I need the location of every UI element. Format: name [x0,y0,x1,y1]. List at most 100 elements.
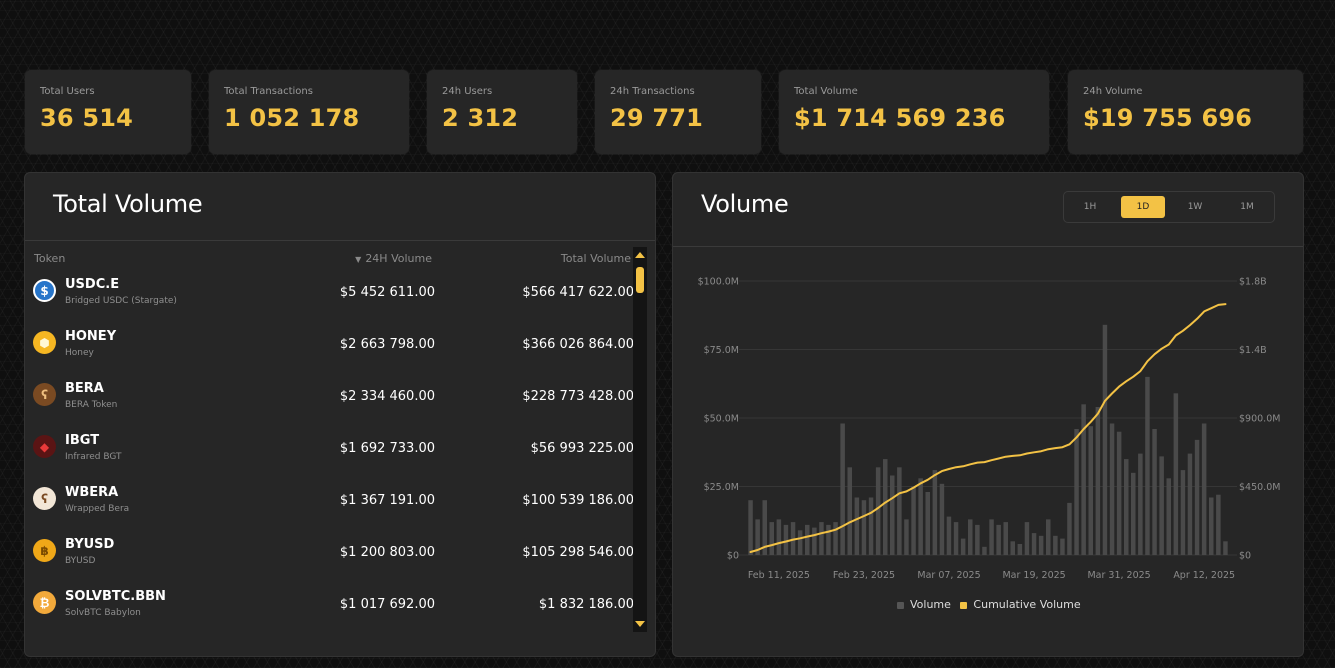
volume-bar [769,522,774,555]
column-header-label: 24H Volume [365,252,432,265]
volume-bar [989,519,994,555]
sort-chevron-icon: ▼ [355,255,362,264]
volume-bar [1010,541,1015,555]
legend-label: Cumulative Volume [973,598,1081,611]
column-header-total-volume[interactable]: Total Volume [560,252,631,265]
volume-bar [960,538,966,555]
scrollbar-thumb[interactable] [636,267,644,293]
table-scrollbar[interactable] [633,247,647,632]
table-row[interactable]: ₿ SOLVBTC.BBN SolvBTC Babylon $1 017 692… [25,583,637,635]
volume-bar [861,500,867,555]
y-left-tick-label: $100.0M [698,277,739,288]
bera-icon: ʕ [33,383,56,406]
table-row[interactable]: ฿ BYUSD BYUSD $1 200 803.00 $105 298 546… [25,531,637,583]
x-tick-label: Mar 31, 2025 [1087,570,1150,581]
stat-total-users: Total Users 36 514 [25,70,191,154]
byusd-icon: ฿ [33,539,56,562]
scroll-down-arrow-icon[interactable] [635,621,645,627]
tab-1d[interactable]: 1D [1121,196,1165,218]
volume-bar [1031,533,1037,555]
volume-bar [953,522,959,555]
x-tick-label: Feb 23, 2025 [833,570,895,581]
scroll-up-arrow-icon[interactable] [635,252,645,258]
column-header-token: Token [34,252,66,265]
volume-bar [875,467,881,555]
token-name: Infrared BGT [65,452,122,462]
token-symbol: SOLVBTC.BBN [65,589,166,604]
y-right-tick-label: $1.8B [1239,277,1267,288]
token-name: Honey [65,348,94,358]
table-row[interactable]: ⬢ HONEY Honey $2 663 798.00 $366 026 864… [25,323,637,375]
volume-bar [946,516,952,555]
token-name: SolvBTC Babylon [65,608,141,618]
volume-bar [748,500,753,555]
volume-bar [1173,393,1179,555]
volume-chart-panel: Volume 1H 1D 1W 1M $0 $0 $25.0M $450.0M $50.… [672,172,1304,657]
volume-bar [1187,453,1193,555]
y-right-tick-label: $1.4B [1239,345,1267,356]
legend-label: Volume [910,598,951,611]
table-row[interactable]: ʕ BERA BERA Token $2 334 460.00 $228 773… [25,375,637,427]
x-tick-label: Mar 19, 2025 [1002,570,1065,581]
volume-bar [840,423,845,555]
panel-title: Total Volume [53,190,203,218]
volume-chart[interactable]: $0 $0 $25.0M $450.0M $50.0M $900.0M $75.0M $1.4… [673,253,1303,653]
volume-bar [968,519,973,555]
volume-bar [1223,541,1228,555]
divider [25,240,655,241]
volume-bar [805,524,810,555]
volume-bar [939,483,945,555]
volume-bar [1201,423,1207,555]
volume-bar [1102,324,1108,555]
volume-bar [790,522,796,555]
timeframe-tabs: 1H 1D 1W 1M [1063,191,1275,223]
volume-24h: $1 692 733.00 [339,441,435,456]
line-layer [749,303,1227,553]
table-row[interactable]: ʕ WBERA Wrapped Bera $1 367 191.00 $100 … [25,479,637,531]
y-right-tick-label: $450.0M [1239,482,1280,493]
cumulative-volume-line [749,303,1227,553]
volume-bar [755,519,760,555]
volume-total: $366 026 864.00 [522,337,634,352]
volume-bar [1145,376,1150,555]
table-row[interactable]: ◆ IBGT Infrared BGT $1 692 733.00 $56 99… [25,427,637,479]
volume-bar [1194,439,1200,555]
stat-label: Total Users [40,86,95,97]
x-tick-label: Mar 07, 2025 [917,570,980,581]
wbera-icon: ʕ [33,487,56,510]
legend-item-cumulative[interactable]: Cumulative Volume [960,598,1081,611]
volume-24h: $2 663 798.00 [339,337,435,352]
volume-bar [918,478,923,555]
tab-1w[interactable]: 1W [1187,202,1203,212]
volume-bar [819,522,824,555]
y-left-tick-label: $75.0M [704,345,739,356]
divider [673,246,1303,247]
volume-bar [1116,431,1122,555]
stat-value: 1 052 178 [224,104,360,132]
stat-value: $19 755 696 [1083,104,1253,132]
x-tick-label: Feb 11, 2025 [748,570,810,581]
volume-bar [897,467,902,555]
tab-1m[interactable]: 1M [1240,202,1254,212]
volume-bar [812,527,817,555]
stat-label: 24h Transactions [610,86,695,97]
usdc-icon: $ [33,279,56,302]
solvbtc-icon: ₿ [33,591,56,614]
tab-1h[interactable]: 1H [1083,202,1097,212]
y-right-tick-label: $0 [1239,551,1251,562]
volume-bar [1152,429,1157,555]
volume-bar [1046,519,1051,555]
token-symbol: USDC.E [65,277,120,292]
volume-total: $228 773 428.00 [522,389,634,404]
column-header-24h-volume[interactable]: ▼ 24H Volume [355,252,432,265]
volume-total: $100 539 186.00 [522,493,634,508]
token-name: Bridged USDC (Stargate) [65,296,177,306]
volume-24h: $5 452 611.00 [339,285,435,300]
volume-24h: $1 367 191.00 [339,493,435,508]
volume-bar [911,486,916,555]
volume-bar [1216,494,1221,555]
volume-bar [762,500,767,555]
stat-label: Total Volume [794,86,858,97]
legend-item-volume[interactable]: Volume [897,598,951,611]
table-row[interactable]: $ USDC.E Bridged USDC (Stargate) $5 452 … [25,271,637,323]
